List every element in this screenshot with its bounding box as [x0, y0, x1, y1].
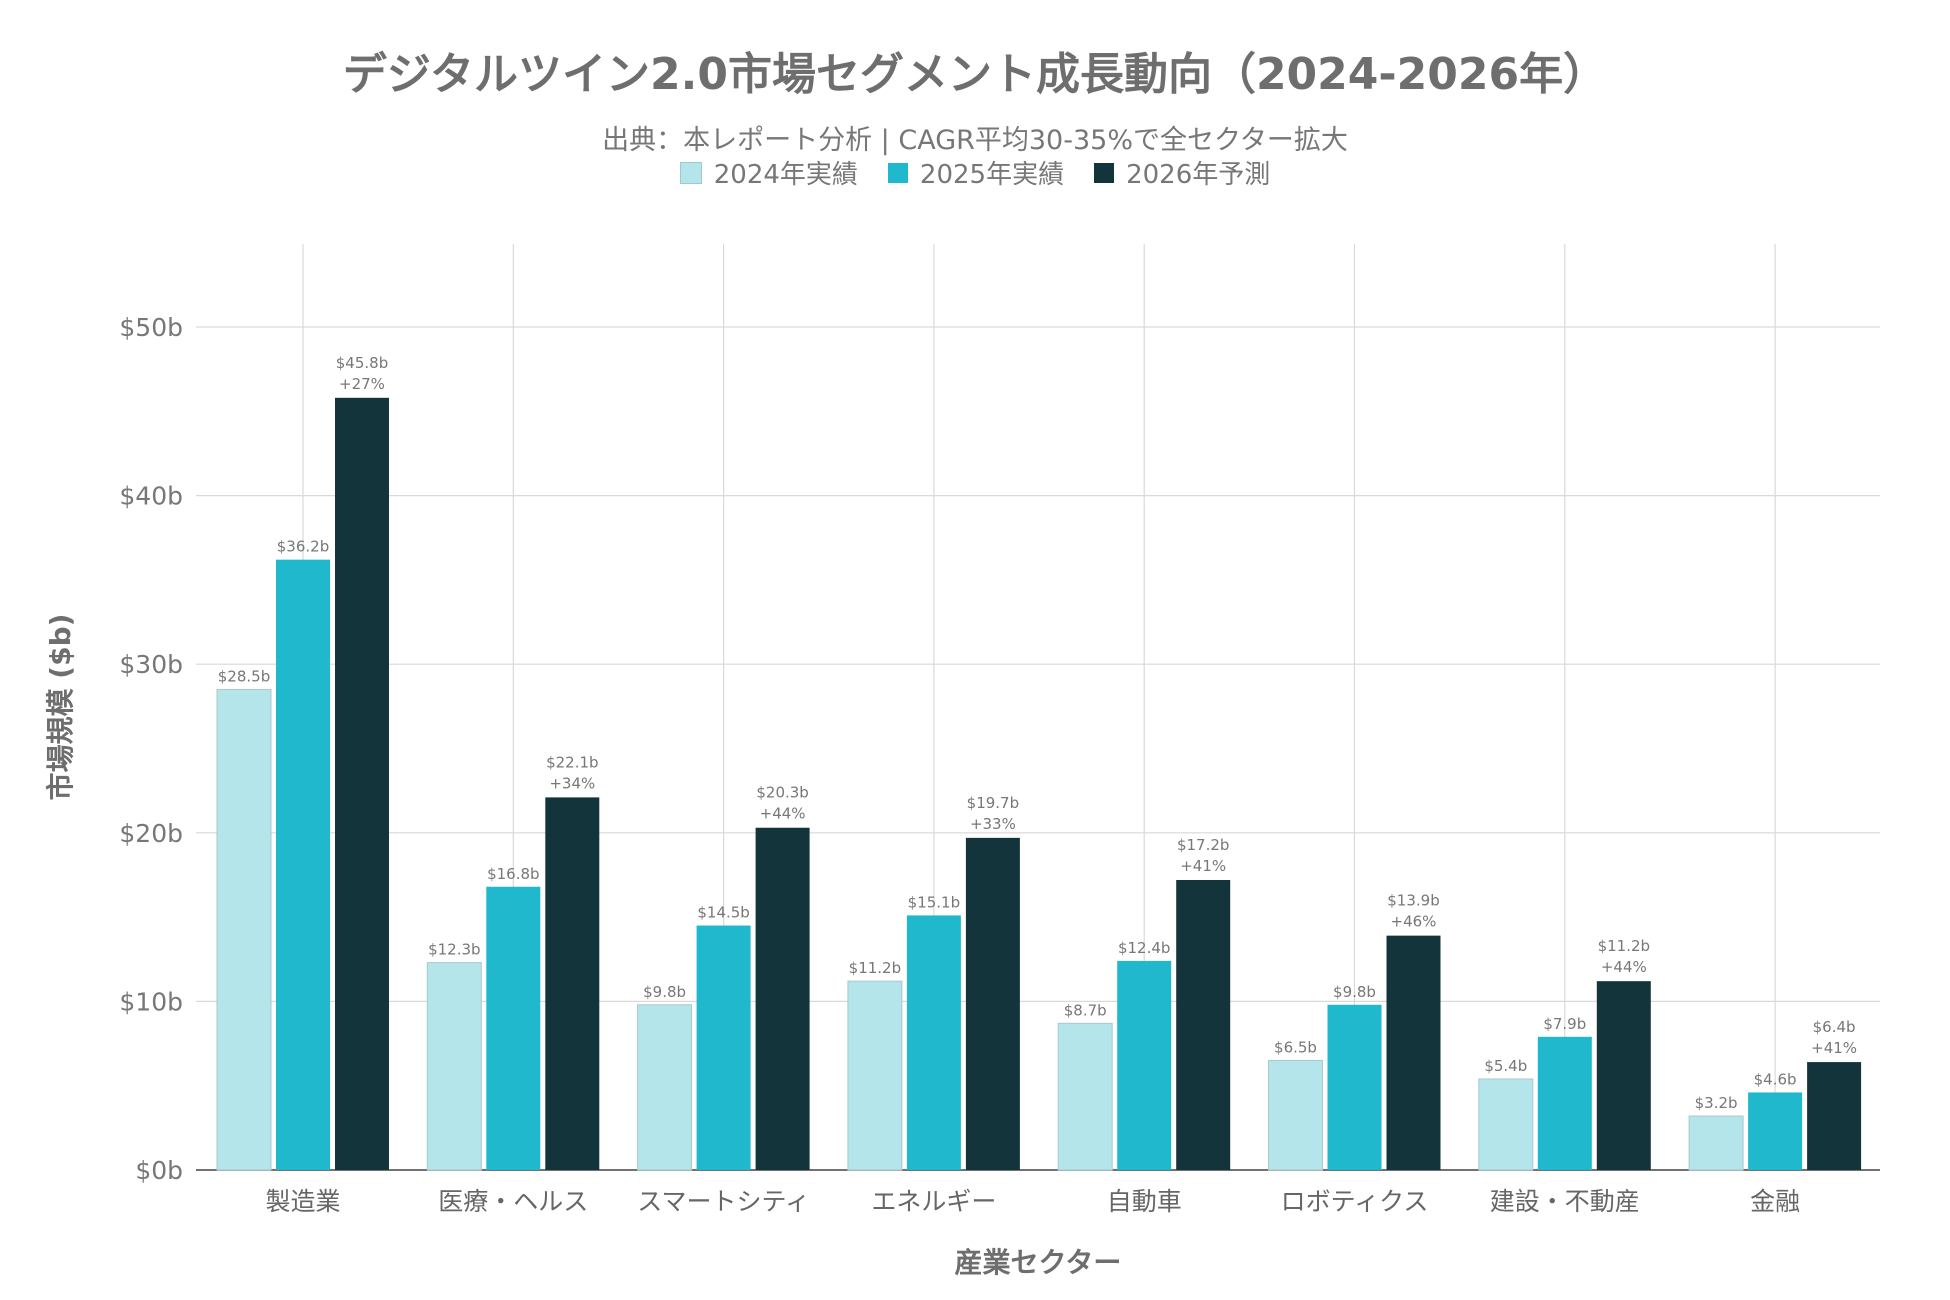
y-tick-label: $10b	[119, 987, 183, 1016]
bar-2026	[755, 827, 810, 1170]
data-label: $17.2b	[1177, 836, 1229, 854]
data-label: $9.8b	[643, 983, 686, 1001]
bar-2026	[965, 837, 1020, 1170]
data-label: $19.7b	[967, 794, 1019, 812]
data-label: $7.9b	[1543, 1015, 1586, 1033]
data-label: $13.9b	[1387, 892, 1439, 910]
y-axis-title: 市場規模 ($b)	[44, 614, 77, 801]
bar-2025	[1748, 1092, 1803, 1170]
data-label: $8.7b	[1064, 1001, 1107, 1019]
data-label: $12.4b	[1118, 939, 1170, 957]
bar-2025	[906, 915, 961, 1170]
data-label: $6.4b	[1813, 1018, 1856, 1036]
data-label: $9.8b	[1333, 983, 1376, 1001]
growth-label: +41%	[1180, 857, 1226, 875]
growth-label: +34%	[549, 774, 595, 792]
growth-label: +33%	[970, 815, 1016, 833]
data-label: $6.5b	[1274, 1038, 1317, 1056]
y-tick-label: $40b	[119, 482, 183, 511]
data-label: $45.8b	[336, 354, 388, 372]
bar-2026	[545, 797, 600, 1170]
bar-2024	[1268, 1059, 1323, 1171]
data-label: $15.1b	[908, 893, 960, 911]
y-tick-label: $30b	[119, 650, 183, 679]
legend: 2024年実績 2025年実績 2026年予測	[0, 154, 1950, 191]
bar-2025	[696, 925, 751, 1170]
data-label: $36.2b	[277, 538, 329, 556]
bar-2026	[1176, 880, 1231, 1170]
x-tick-label: スマートシティ	[637, 1187, 810, 1216]
data-label: $11.2b	[1598, 937, 1650, 955]
growth-label: +46%	[1391, 913, 1437, 931]
data-label: $20.3b	[756, 784, 808, 802]
y-tick-label: $50b	[119, 313, 183, 342]
x-tick-label: ロボティクス	[1281, 1187, 1429, 1216]
legend-item-2026[interactable]: 2026年予測	[1094, 154, 1270, 191]
bar-2026	[1596, 981, 1651, 1170]
legend-label: 2025年実績	[919, 160, 1065, 190]
x-tick-label: 金融	[1750, 1187, 1800, 1216]
x-tick-label: 製造業	[265, 1187, 340, 1216]
data-label: $3.2b	[1695, 1094, 1738, 1112]
bar-2024	[426, 962, 482, 1171]
legend-swatch	[887, 162, 908, 183]
data-label: $22.1b	[546, 753, 598, 771]
legend-swatch	[679, 161, 702, 184]
bar-2024	[1057, 1022, 1113, 1171]
y-tick-label: $0b	[135, 1156, 183, 1185]
bar-2025	[1327, 1004, 1382, 1170]
growth-label: +44%	[1601, 958, 1647, 976]
x-tick-label: 医療・ヘルス	[438, 1187, 588, 1216]
bar-2025	[486, 886, 541, 1170]
x-tick-label: エネルギー	[871, 1187, 996, 1216]
bar-2026	[1807, 1062, 1862, 1170]
legend-swatch	[1094, 162, 1115, 183]
data-label: $5.4b	[1484, 1057, 1527, 1075]
bar-2025	[1117, 960, 1172, 1170]
bar-2025	[1537, 1036, 1592, 1170]
x-axis-title: 産業セクター	[955, 1246, 1122, 1279]
y-tick-label: $20b	[119, 819, 183, 848]
legend-label: 2026年予測	[1126, 160, 1271, 190]
legend-item-2025[interactable]: 2025年実績	[887, 154, 1065, 191]
data-label: $11.2b	[849, 959, 901, 977]
bar-2025	[276, 559, 330, 1170]
growth-label: +41%	[1811, 1039, 1857, 1057]
chart-title: デジタルツイン2.0市場セグメント成長動向（2024-2026年）	[342, 49, 1608, 100]
data-label: $12.3b	[428, 941, 480, 959]
chart-subtitle: 出典：本レポート分析 | CAGR平均30-35%で全セクター拡大	[602, 125, 1348, 156]
data-label: $14.5b	[697, 904, 749, 922]
x-tick-label: 自動車	[1107, 1187, 1182, 1216]
bar-2024	[637, 1004, 693, 1171]
growth-label: +27%	[339, 375, 385, 393]
bar-2024	[1688, 1115, 1744, 1171]
bar-2026	[335, 397, 389, 1170]
bar-2026	[1386, 935, 1441, 1170]
legend-label: 2024年実績	[713, 160, 858, 190]
legend-item-2024[interactable]: 2024年実績	[679, 154, 858, 191]
growth-label: +44%	[760, 805, 806, 823]
data-label: $4.6b	[1754, 1070, 1797, 1088]
bar-2024	[216, 688, 272, 1171]
data-label: $28.5b	[218, 667, 270, 685]
data-label: $16.8b	[487, 865, 539, 883]
bar-2024	[1478, 1078, 1534, 1171]
bar-2024	[847, 980, 903, 1171]
x-tick-label: 建設・不動産	[1490, 1187, 1640, 1216]
